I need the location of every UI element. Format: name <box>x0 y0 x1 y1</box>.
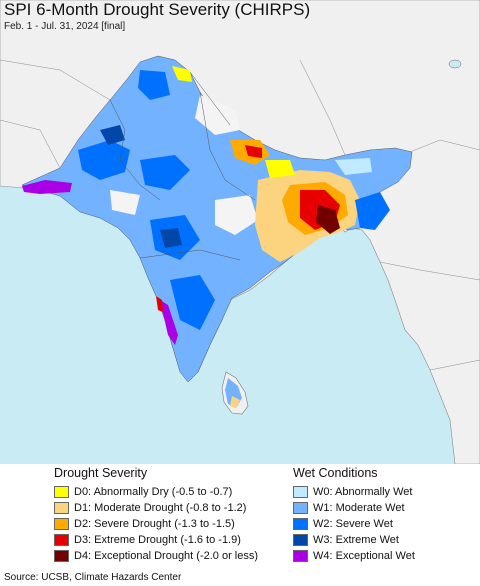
swatch-w0 <box>293 485 308 498</box>
map-subtitle: Feb. 1 - Jul. 31, 2024 [final] <box>4 21 126 32</box>
wet-legend-heading: Wet Conditions <box>293 466 378 480</box>
swatch-w4 <box>293 549 308 562</box>
swatch-d3 <box>54 533 69 546</box>
drought-map: SPI 6-Month Drought Severity (CHIRPS) Fe… <box>0 0 480 464</box>
legend: Drought Severity Wet Conditions D0: Abno… <box>0 464 480 570</box>
map-canvas <box>0 0 480 464</box>
swatch-d1 <box>54 501 69 514</box>
swatch-d2 <box>54 517 69 530</box>
legend-item-d0: D0: Abnormally Dry (-0.5 to -0.7) <box>54 484 232 499</box>
legend-item-w4: W4: Exceptional Wet <box>293 548 415 563</box>
exceptional-wet-coast-pk <box>22 180 72 194</box>
drought-legend-heading: Drought Severity <box>54 466 148 480</box>
legend-item-d2: D2: Severe Drought (-1.3 to -1.5) <box>54 516 235 531</box>
legend-item-d1: D1: Moderate Drought (-0.8 to -1.2) <box>54 500 246 515</box>
swatch-d0 <box>54 485 69 498</box>
map-title: SPI 6-Month Drought Severity (CHIRPS) <box>4 0 311 19</box>
source-credit: Source: UCSB, Climate Hazards Center <box>4 572 182 583</box>
legend-item-w3: W3: Extreme Wet <box>293 532 399 547</box>
swatch-d4 <box>54 549 69 562</box>
swatch-w3 <box>293 533 308 546</box>
exceptional-wet-west-india <box>160 300 178 345</box>
legend-item-d3: D3: Extreme Drought (-1.6 to -1.9) <box>54 532 241 547</box>
legend-item-d4: D4: Exceptional Drought (-2.0 or less) <box>54 548 258 563</box>
legend-item-w0: W0: Abnormally Wet <box>293 484 412 499</box>
legend-item-w1: W1: Moderate Wet <box>293 500 405 515</box>
swatch-w1 <box>293 501 308 514</box>
legend-item-w2: W2: Severe Wet <box>293 516 393 531</box>
swatch-w2 <box>293 517 308 530</box>
